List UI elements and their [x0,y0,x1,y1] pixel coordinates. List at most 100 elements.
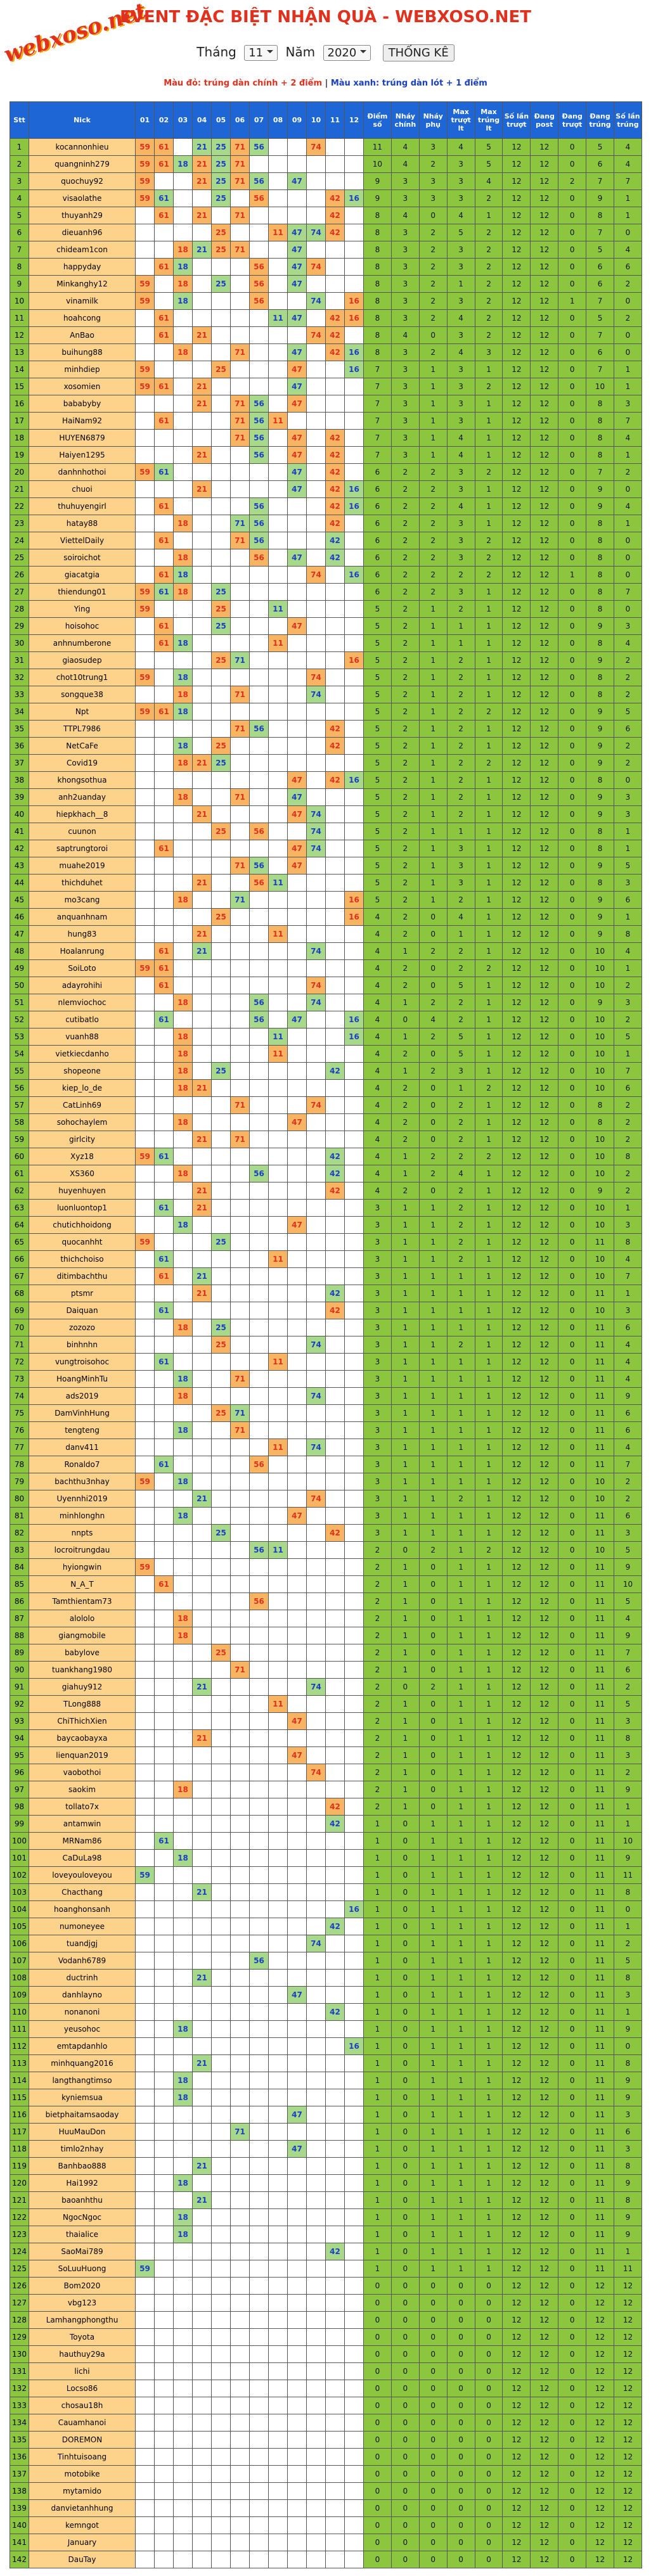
stat-cell: 11 [586,1918,615,1935]
nick: thichduhet [29,874,136,892]
stat-cell: 1 [363,2072,392,2089]
empty-cell [211,2020,231,2038]
stat-cell: 12 [530,1507,559,1525]
empty-cell [135,1918,155,1935]
stat-cell: 4 [363,994,392,1011]
sub-hit-cell: 21 [192,2157,212,2175]
empty-cell [268,2516,288,2534]
row-number: 5 [10,207,29,224]
sub-hit-cell: 42 [325,1918,345,1935]
empty-cell [306,1729,326,1747]
empty-cell [325,412,345,430]
empty-cell [192,977,212,994]
empty-cell [287,1028,307,1046]
stat-cell: 12 [530,2191,559,2209]
stat-cell: 4 [614,634,642,652]
stat-cell: 0 [558,1062,587,1080]
empty-cell [211,1096,231,1114]
empty-cell [344,1148,364,1165]
stat-cell: 2 [390,463,420,481]
sub-hit-cell: 47 [287,480,307,498]
empty-cell [306,634,326,652]
stat-cell: 0 [558,1969,587,1987]
empty-cell [211,1764,231,1781]
stat-cell: 12 [502,959,531,977]
main-hit-cell: 21 [192,1182,212,1200]
player-row: 132 Locso86 0 0 0 0 0 12 12 0 12 12 [10,2380,642,2397]
empty-cell [173,1661,193,1679]
submit-button[interactable]: THỐNG KÊ [382,44,454,61]
empty-cell [306,2534,326,2551]
empty-cell [325,2465,345,2483]
empty-cell [306,480,326,498]
empty-cell [249,669,269,686]
main-hit-cell: 21 [192,925,212,943]
empty-cell [325,1353,345,1371]
empty-cell [344,1421,364,1439]
stat-cell: 12 [502,994,531,1011]
empty-cell [211,720,231,738]
empty-cell [249,2431,269,2449]
stat-cell: 0 [363,2448,392,2466]
main-hit-cell: 18 [173,1610,193,1627]
month-select[interactable]: 11 [244,45,278,61]
empty-cell [230,703,250,721]
stat-cell: 2 [446,703,475,721]
stat-cell: 1 [558,566,587,584]
empty-cell [306,617,326,635]
player-row: 58 sohochaylem 18 47 4 2 0 2 1 12 12 0 8 2 [10,1113,642,1131]
stat-cell: 12 [614,2482,642,2500]
stat-cell: 7 [363,395,392,413]
nick: January [29,2534,136,2551]
empty-cell [344,1798,364,1816]
year-select[interactable]: 2020 [323,45,371,61]
main-hit-cell: 61 [154,959,174,977]
stat-cell: 8 [586,515,615,532]
empty-cell [173,1900,193,1918]
stat-cell: 12 [502,343,531,361]
empty-cell [249,1285,269,1302]
stat-cell: 2 [390,823,420,840]
stat-cell: 12 [502,1712,531,1730]
empty-cell [344,977,364,994]
empty-cell [192,189,212,207]
main-hit-cell: 42 [325,737,345,755]
sub-hit-cell: 47 [287,343,307,361]
stat-cell: 3 [363,1233,392,1251]
empty-cell [325,1764,345,1781]
stat-cell: 0 [614,600,642,618]
player-row: 75 DamVinhHung 25 71 3 1 1 1 1 12 12 0 11 6 [10,1404,642,1422]
player-row: 133 chosau18h 0 0 0 0 0 12 12 0 12 12 [10,2397,642,2414]
stat-cell: 12 [614,2534,642,2551]
stat-cell: 0 [474,2380,503,2397]
empty-cell [173,1096,193,1114]
empty-cell [306,891,326,909]
empty-cell [268,2140,288,2158]
stat-cell: 1 [474,1336,503,1354]
player-row: 129 Toyota 0 0 0 0 0 12 12 0 12 12 [10,2328,642,2346]
sub-hit-cell: 25 [211,275,231,293]
player-row: 37 Covid19 18 21 25 5 2 1 2 2 12 12 0 9 2 [10,754,642,772]
empty-cell [135,994,155,1011]
stat-cell: 12 [530,1302,559,1319]
empty-cell [154,2311,174,2329]
empty-cell [154,2465,174,2483]
stat-cell: 12 [502,2157,531,2175]
stat-cell: 6 [614,1319,642,1336]
stat-cell: 12 [502,1746,531,1764]
stat-cell: 12 [530,2157,559,2175]
empty-cell [230,2174,250,2192]
row-number: 139 [10,2499,29,2517]
stat-cell: 10 [586,1267,615,1285]
stat-cell: 12 [530,2294,559,2312]
stat-cell: 9 [586,754,615,772]
stat-cell: 6 [614,1661,642,1679]
stat-cell: 0 [418,207,448,224]
empty-cell [344,2277,364,2295]
player-row: 48 Hoalanrung 61 21 74 4 1 2 2 1 12 12 0 10 4 [10,942,642,960]
empty-cell [154,788,174,806]
row-number: 33 [10,686,29,703]
stat-cell: 2 [390,1079,420,1097]
empty-cell [192,1832,212,1850]
stat-cell: 0 [558,2362,587,2380]
